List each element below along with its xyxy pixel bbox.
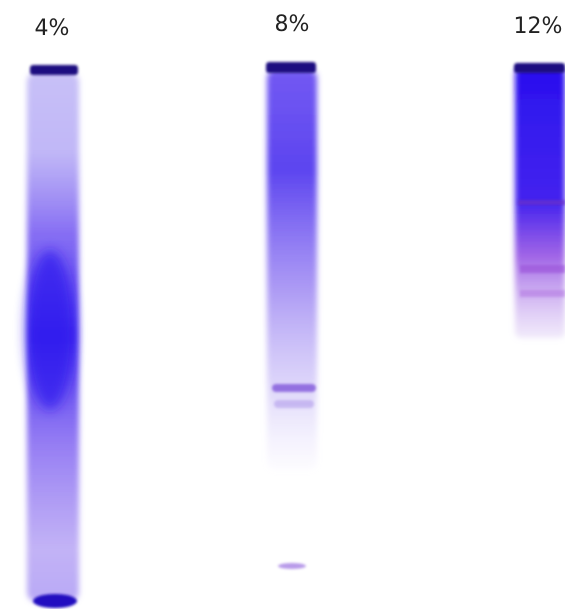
gel-lane xyxy=(266,62,317,569)
lane-label: 8% xyxy=(275,12,310,37)
lane-label: 12% xyxy=(514,14,563,39)
gel-lane xyxy=(26,65,79,608)
gel-lane xyxy=(514,63,565,338)
lane-label: 4% xyxy=(35,16,70,41)
